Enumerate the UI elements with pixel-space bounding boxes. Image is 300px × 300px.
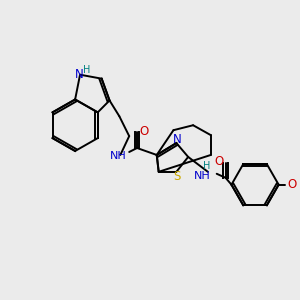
Text: O: O — [214, 155, 223, 168]
Text: H: H — [83, 65, 91, 75]
Text: NH: NH — [110, 151, 127, 161]
Text: N: N — [173, 133, 182, 146]
Text: N: N — [75, 68, 83, 81]
Text: O: O — [287, 178, 297, 191]
Text: S: S — [174, 170, 181, 183]
Text: H: H — [203, 161, 211, 171]
Text: NH: NH — [194, 171, 210, 181]
Text: O: O — [139, 125, 148, 138]
